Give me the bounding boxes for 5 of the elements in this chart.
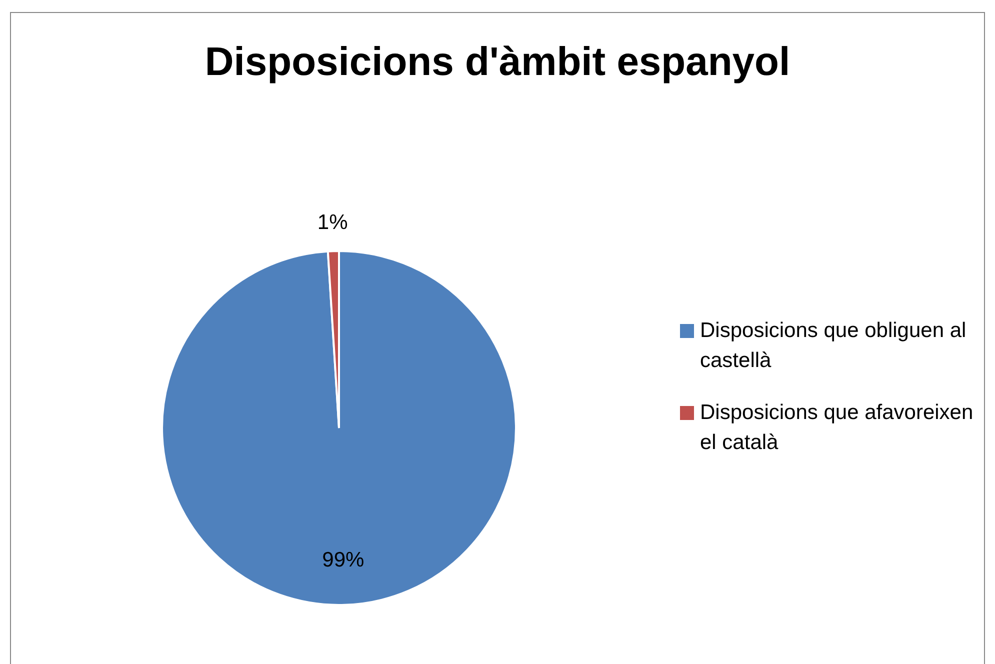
data-label: 99% (322, 548, 364, 572)
chart-title: Disposicions d'àmbit espanyol (204, 40, 792, 85)
legend-label: Disposicions que afavoreixen el català (700, 400, 974, 456)
legend-label: Disposicions que obliguen al castellà (700, 318, 968, 374)
data-label: 1% (317, 210, 348, 234)
